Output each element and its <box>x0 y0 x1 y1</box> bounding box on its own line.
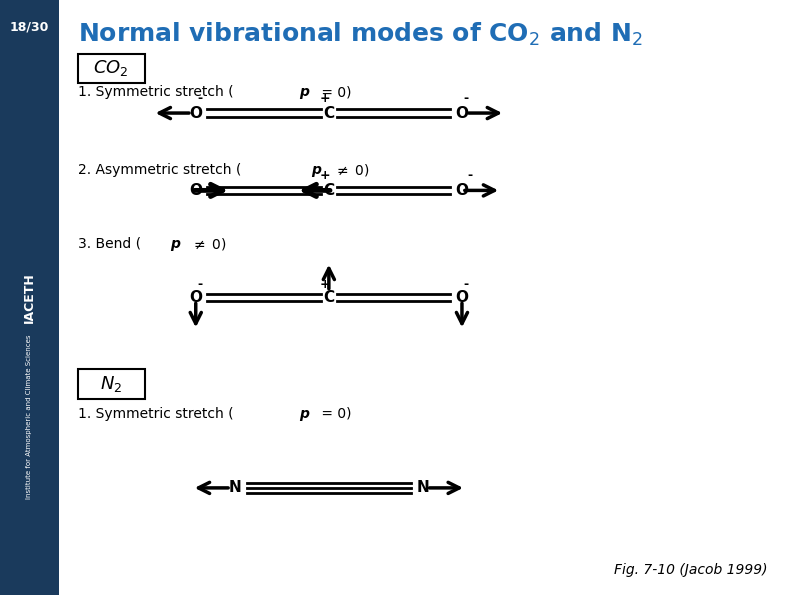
Text: -: - <box>197 278 202 291</box>
Text: $\neq$ 0): $\neq$ 0) <box>187 236 227 252</box>
Text: 1. Symmetric stretch (: 1. Symmetric stretch ( <box>79 85 234 99</box>
Text: -: - <box>464 92 468 105</box>
Text: 18/30: 18/30 <box>10 21 48 34</box>
Text: $N_2$: $N_2$ <box>100 374 122 394</box>
Text: +: + <box>320 169 330 182</box>
Text: O: O <box>456 105 468 121</box>
Text: N: N <box>229 480 241 496</box>
Text: -: - <box>467 169 472 182</box>
Text: 3. Bend (: 3. Bend ( <box>79 237 141 251</box>
Text: IACETH: IACETH <box>22 272 36 323</box>
Bar <box>0 0 59 595</box>
Text: Fig. 7-10 (Jacob 1999): Fig. 7-10 (Jacob 1999) <box>614 563 767 577</box>
Text: +: + <box>320 278 330 291</box>
Text: $CO_2$: $CO_2$ <box>94 58 129 79</box>
Text: -: - <box>464 278 468 291</box>
Text: $\neq$ 0): $\neq$ 0) <box>329 162 370 177</box>
Text: 2. Asymmetric stretch (: 2. Asymmetric stretch ( <box>79 162 241 177</box>
Text: O: O <box>189 183 202 198</box>
Text: O: O <box>189 290 202 305</box>
Text: = 0): = 0) <box>317 406 352 421</box>
Text: O: O <box>189 105 202 121</box>
Bar <box>79 54 145 83</box>
Text: Normal vibrational modes of CO$_2$ and N$_2$: Normal vibrational modes of CO$_2$ and N… <box>79 21 643 48</box>
Text: p: p <box>299 406 309 421</box>
Text: O: O <box>456 290 468 305</box>
Text: -: - <box>197 92 202 105</box>
Text: +: + <box>320 92 330 105</box>
Text: O: O <box>456 183 468 198</box>
Text: C: C <box>323 105 334 121</box>
Text: = 0): = 0) <box>317 85 352 99</box>
Text: C: C <box>323 183 334 198</box>
Bar <box>79 369 145 399</box>
Text: N: N <box>416 480 430 496</box>
Text: C: C <box>323 290 334 305</box>
Text: p: p <box>311 162 322 177</box>
Text: p: p <box>299 85 309 99</box>
Text: 1. Symmetric stretch (: 1. Symmetric stretch ( <box>79 406 234 421</box>
Text: p: p <box>170 237 179 251</box>
Text: Institute for Atmospheric and Climate Sciences: Institute for Atmospheric and Climate Sc… <box>26 334 32 499</box>
